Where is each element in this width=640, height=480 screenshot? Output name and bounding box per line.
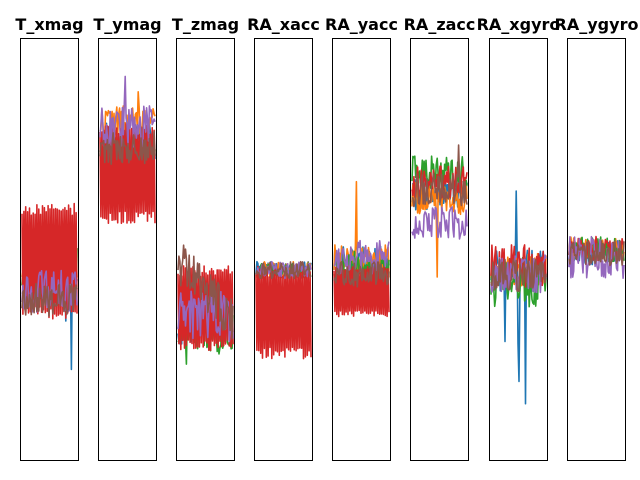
series-line-6 [255, 260, 312, 280]
panel-title: RA_ygyro [555, 15, 639, 34]
panels-group: T_xmag T_ymag T_zmag RA_xacc RA_yacc RA_zacc R… [15, 15, 638, 461]
panel-ra-xacc: RA_xacc [247, 15, 320, 461]
series-line-6 [21, 282, 78, 318]
panel-t-xmag: T_xmag [15, 15, 84, 461]
axes-frame [410, 38, 469, 461]
panel-t-zmag: T_zmag [172, 15, 239, 461]
series-line-5 [99, 75, 156, 148]
axes-frame [98, 38, 157, 461]
panel-title: T_ymag [93, 15, 161, 34]
series-line-6 [490, 257, 547, 293]
series-line-6 [568, 240, 625, 267]
panel-t-ymag: T_ymag [93, 15, 162, 461]
panel-ra-zacc: RA_zacc [404, 15, 476, 461]
panel-title: RA_zacc [404, 15, 476, 34]
panel-ra-ygyro: RA_ygyro [555, 15, 639, 461]
series-line-5 [177, 290, 234, 343]
series-line-6 [177, 244, 234, 340]
axes-frame [254, 38, 313, 461]
series-line-5 [333, 239, 390, 275]
series-line-4 [411, 165, 468, 199]
series-line-5 [411, 206, 468, 240]
series-line-6 [99, 130, 156, 165]
panel-title: RA_xgyro [477, 15, 561, 34]
panel-title: RA_yacc [325, 15, 398, 34]
panel-title: RA_xacc [247, 15, 320, 34]
series-line-4 [255, 265, 312, 360]
panel-ra-yacc: RA_yacc [325, 15, 398, 461]
series-line-6 [333, 260, 390, 288]
series-line-6 [411, 144, 468, 208]
panel-title: T_zmag [172, 15, 239, 34]
axes-frame [489, 38, 548, 461]
panel-ra-xgyro: RA_xgyro [477, 15, 561, 461]
panel-title: T_xmag [15, 15, 83, 34]
